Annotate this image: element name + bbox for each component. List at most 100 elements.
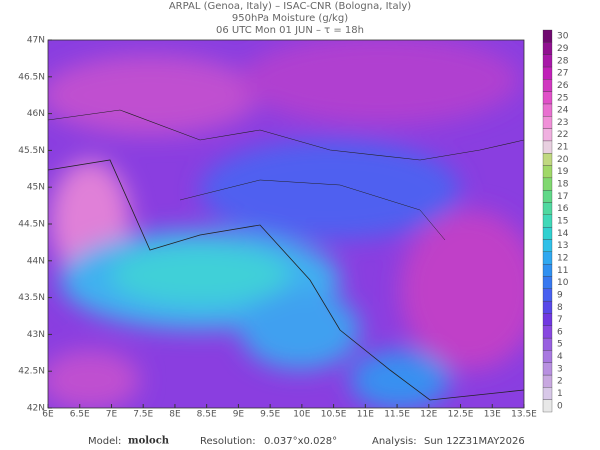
colorbar-cell — [542, 29, 553, 43]
colorbar-label: 13 — [557, 241, 568, 251]
header-line: 06 UTC Mon 01 JUN – τ = 18h — [216, 25, 364, 36]
colorbar-label: 23 — [557, 118, 568, 128]
colorbar-label: 4 — [557, 352, 563, 362]
colorbar-cell — [542, 140, 553, 154]
colorbar-cell — [542, 362, 553, 376]
lon-label: 11E — [357, 410, 374, 420]
colorbar-cell — [542, 128, 553, 142]
colorbar-cell — [542, 91, 553, 105]
colorbar-label: 17 — [557, 192, 568, 202]
colorbar-label: 21 — [557, 143, 568, 153]
lon-label: 9E — [233, 410, 245, 420]
lon-label: 9.5E — [260, 410, 280, 420]
colorbar-cell — [542, 239, 553, 252]
colorbar-cell — [542, 202, 553, 215]
lon-label: 6E — [42, 410, 54, 420]
colorbar-cell — [542, 116, 553, 129]
colorbar-cell — [542, 325, 553, 339]
lon-label: 13E — [484, 410, 501, 420]
footer-label: Analysis: — [372, 436, 417, 447]
lat-label: 45.5N — [18, 146, 45, 156]
colorbar-cell — [542, 190, 553, 203]
colorbar-cell — [542, 103, 553, 117]
axes: 47N 46.5N 46N 45.5N 45N 44.5N 44N 43.5N 43N 42.5N… — [18, 36, 537, 420]
lon-label: 6.5E — [70, 410, 90, 420]
colorbar-label: 22 — [557, 130, 568, 140]
colorbar-label: 25 — [557, 93, 568, 103]
lat-label: 46.5N — [18, 72, 45, 82]
header-line: 950hPa Moisture (g/kg) — [232, 13, 348, 24]
lat-label: 44N — [27, 256, 45, 266]
colorbar-label: 16 — [557, 204, 569, 214]
lon-label: 12E — [420, 410, 437, 420]
colorbar-cell — [542, 66, 553, 80]
colorbar-label: 2 — [557, 377, 563, 387]
footer-label: Model: — [88, 436, 121, 447]
colorbar-label: 0 — [557, 401, 563, 411]
colorbar-cell — [542, 263, 553, 277]
colorbar-label: 11 — [557, 266, 568, 276]
colorbar-label: 5 — [557, 340, 563, 350]
lat-label: 45N — [27, 183, 45, 193]
colorbar-cell — [542, 177, 553, 191]
footer-value: Sun 12Z31MAY2026 — [424, 436, 525, 447]
colorbar-cell — [542, 374, 553, 388]
header-line: ARPAL (Genoa, Italy) – ISAC-CNR (Bologna… — [169, 1, 411, 12]
colorbar-cell — [542, 387, 553, 400]
colorbar-cell — [542, 313, 553, 326]
map-field — [48, 40, 524, 408]
lon-label: 10E — [293, 410, 310, 420]
footer-label: Resolution: — [200, 436, 256, 447]
colorbar-cell — [542, 214, 553, 228]
colorbar-cell — [542, 165, 553, 179]
colorbar-label: 10 — [557, 278, 569, 288]
lon-label: 8E — [169, 410, 181, 420]
colorbar-cell — [542, 337, 553, 351]
colorbar: 0123456789101112131415161718192021222324… — [542, 29, 569, 413]
colorbar-label: 6 — [557, 327, 563, 337]
colorbar-cell — [542, 350, 553, 363]
colorbar-cell — [542, 79, 553, 92]
lat-label: 42N — [27, 404, 45, 414]
colorbar-label: 8 — [557, 303, 563, 313]
colorbar-label: 28 — [557, 56, 569, 66]
colorbar-label: 19 — [557, 167, 569, 177]
lat-label: 47N — [27, 36, 45, 46]
colorbar-label: 20 — [557, 155, 569, 165]
colorbar-label: 7 — [557, 315, 563, 325]
lat-label: 42.5N — [18, 367, 45, 377]
lon-label: 11.5E — [384, 410, 410, 420]
colorbar-cell — [542, 399, 553, 413]
colorbar-cell — [542, 276, 553, 289]
colorbar-label: 24 — [557, 106, 569, 116]
colorbar-label: 9 — [557, 290, 563, 300]
colorbar-label: 14 — [557, 229, 569, 239]
lon-label: 7.5E — [133, 410, 153, 420]
colorbar-label: 26 — [557, 81, 569, 91]
colorbar-label: 30 — [557, 32, 569, 42]
lat-label: 46N — [27, 109, 45, 119]
colorbar-cell — [542, 300, 553, 314]
colorbar-cell — [542, 288, 553, 302]
colorbar-label: 27 — [557, 69, 568, 79]
colorbar-cell — [542, 54, 553, 68]
lat-label: 43.5N — [18, 293, 45, 303]
lon-label: 13.5E — [511, 410, 537, 420]
lat-label: 44.5N — [18, 220, 45, 230]
colorbar-cell — [542, 251, 553, 265]
colorbar-cell — [542, 42, 553, 55]
footer-value: 0.037°x0.028° — [264, 436, 337, 447]
footer-value: moloch — [128, 436, 170, 447]
colorbar-cell — [542, 227, 553, 240]
lon-label: 12.5E — [448, 410, 474, 420]
colorbar-label: 12 — [557, 253, 568, 263]
colorbar-label: 1 — [557, 389, 563, 399]
colorbar-label: 3 — [557, 364, 563, 374]
lat-label: 43N — [27, 330, 45, 340]
colorbar-label: 18 — [557, 180, 569, 190]
lon-label: 10.5E — [321, 410, 347, 420]
lon-label: 8.5E — [197, 410, 217, 420]
colorbar-label: 15 — [557, 217, 568, 227]
colorbar-label: 29 — [557, 44, 569, 54]
